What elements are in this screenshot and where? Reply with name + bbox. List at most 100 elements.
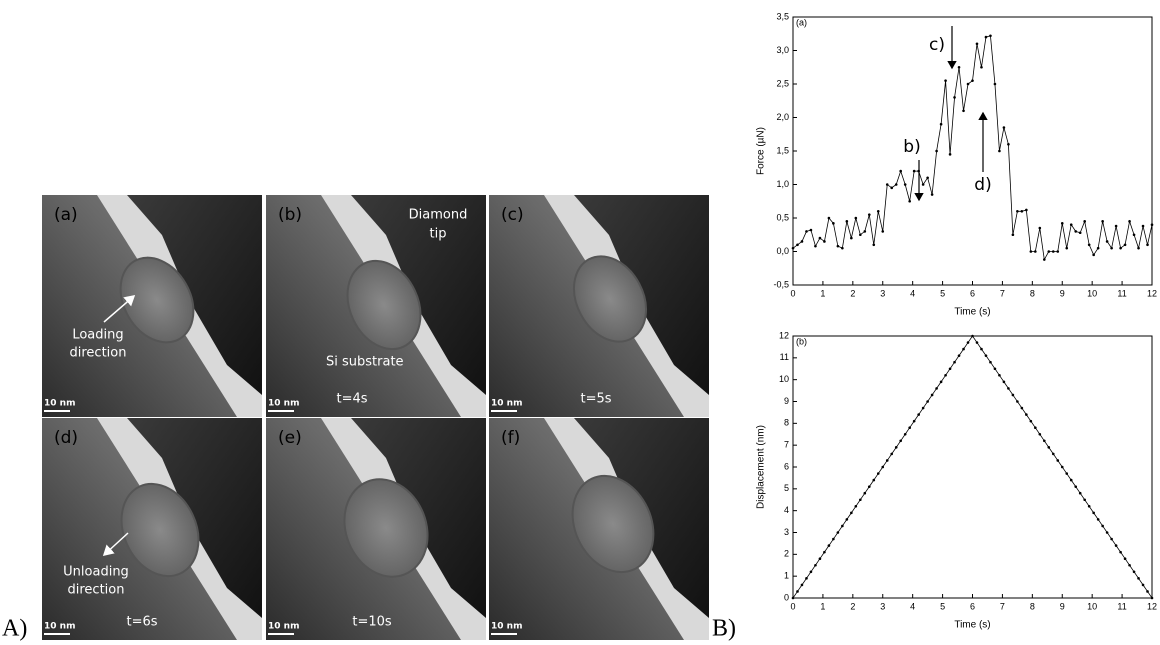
data-point (809, 228, 813, 232)
data-point (939, 122, 943, 126)
data-point (944, 374, 947, 377)
data-point (841, 246, 844, 250)
y-tick-label: 11 (780, 352, 789, 362)
data-point (1141, 583, 1145, 587)
image-annotation: Unloading (63, 565, 129, 580)
direction-arrow (103, 295, 136, 323)
x-tick-label: 8 (1030, 288, 1035, 298)
data-point (926, 400, 929, 403)
data-point (1083, 220, 1086, 223)
image-annotation: direction (70, 346, 127, 361)
annotation: b) (903, 137, 920, 157)
y-tick-label: 1 (784, 571, 789, 581)
data-point (966, 82, 970, 86)
data-point (998, 149, 1001, 153)
y-tick-label: 3 (784, 527, 789, 537)
data-point (957, 354, 961, 357)
particle (573, 255, 647, 343)
y-tick-label: -0,5 (773, 279, 789, 289)
y-tick-label: 1,0 (776, 179, 789, 189)
data-point (939, 380, 943, 384)
x-tick-label: 12 (1147, 288, 1157, 298)
x-tick-label: 4 (910, 288, 915, 298)
data-point (1047, 446, 1051, 449)
data-point (1150, 223, 1154, 226)
data-point (912, 169, 916, 173)
data-point (796, 590, 799, 593)
data-point (1047, 250, 1051, 253)
data-point (1069, 478, 1073, 482)
data-point (1146, 243, 1149, 247)
data-point (876, 472, 880, 475)
data-point (953, 96, 956, 99)
data-point (993, 82, 997, 86)
data-point (980, 347, 983, 351)
data-point (1016, 210, 1019, 213)
data-point (1114, 224, 1118, 228)
scale-bar-label: 10 nm (268, 399, 299, 409)
image-annotation: t=4s (336, 392, 367, 407)
x-tick-label: 5 (940, 288, 945, 298)
data-point (1065, 246, 1069, 250)
tem-image: (a) 10 nm Loading direction (42, 195, 262, 417)
data-point (854, 216, 858, 220)
data-point (850, 511, 853, 515)
x-tick-label: 1 (820, 288, 825, 298)
x-tick-label: 3 (880, 601, 885, 611)
data-point (894, 446, 898, 449)
x-tick-label: 9 (1060, 601, 1065, 611)
data-point (1056, 459, 1060, 462)
x-tick-label: 7 (1000, 601, 1005, 611)
data-line (792, 335, 1153, 599)
data-point (1128, 563, 1131, 567)
data-point (1034, 426, 1037, 430)
data-point (836, 244, 840, 248)
x-tick-label: 6 (970, 601, 975, 611)
x-tick-label: 0 (790, 288, 795, 298)
data-point (1025, 413, 1028, 416)
data-point (890, 186, 894, 190)
data-point (1007, 387, 1010, 390)
y-tick-label: 2 (784, 549, 789, 559)
direction-arrow (102, 532, 129, 557)
data-point (1034, 250, 1037, 253)
data-point (921, 406, 925, 410)
x-axis-title: Time (s) (954, 307, 990, 318)
data-point (827, 544, 831, 547)
data-point (957, 65, 961, 69)
image-label: (f) (501, 428, 520, 448)
x-tick-label: 7 (1000, 288, 1005, 298)
data-point (1065, 472, 1069, 475)
data-point (948, 367, 952, 371)
data-point (1029, 250, 1033, 253)
data-point (850, 236, 853, 240)
y-tick-label: 0,5 (776, 212, 789, 222)
data-point (971, 334, 974, 338)
data-point (989, 360, 992, 364)
image-annotation: Loading (72, 328, 123, 343)
data-point (845, 220, 849, 223)
annotation: c) (929, 35, 945, 55)
chart: 0 1 2 3 4 5 6 7 8 9 10 11 12-0,50,00,51,01,52,02,53,… (756, 11, 1157, 317)
data-point (1007, 143, 1010, 146)
data-point (881, 465, 885, 469)
image-label: (d) (54, 428, 78, 448)
data-point (930, 393, 934, 397)
image-annotation: t=10s (352, 615, 392, 630)
data-point (832, 537, 835, 541)
data-point (1110, 246, 1113, 250)
data-point (1087, 505, 1091, 508)
data-point (1092, 511, 1095, 515)
y-axis-title: Force (µN) (756, 127, 767, 175)
scale-bar-label: 10 nm (491, 622, 522, 632)
data-point (845, 518, 849, 521)
x-tick-label: 6 (970, 288, 975, 298)
image-annotation: direction (68, 583, 125, 598)
data-point (1083, 498, 1086, 502)
data-point (1011, 393, 1015, 397)
data-point (867, 213, 871, 216)
panel-a-label: A) (2, 616, 27, 642)
data-point (948, 153, 952, 156)
x-tick-label: 3 (880, 288, 885, 298)
data-point (908, 199, 911, 203)
